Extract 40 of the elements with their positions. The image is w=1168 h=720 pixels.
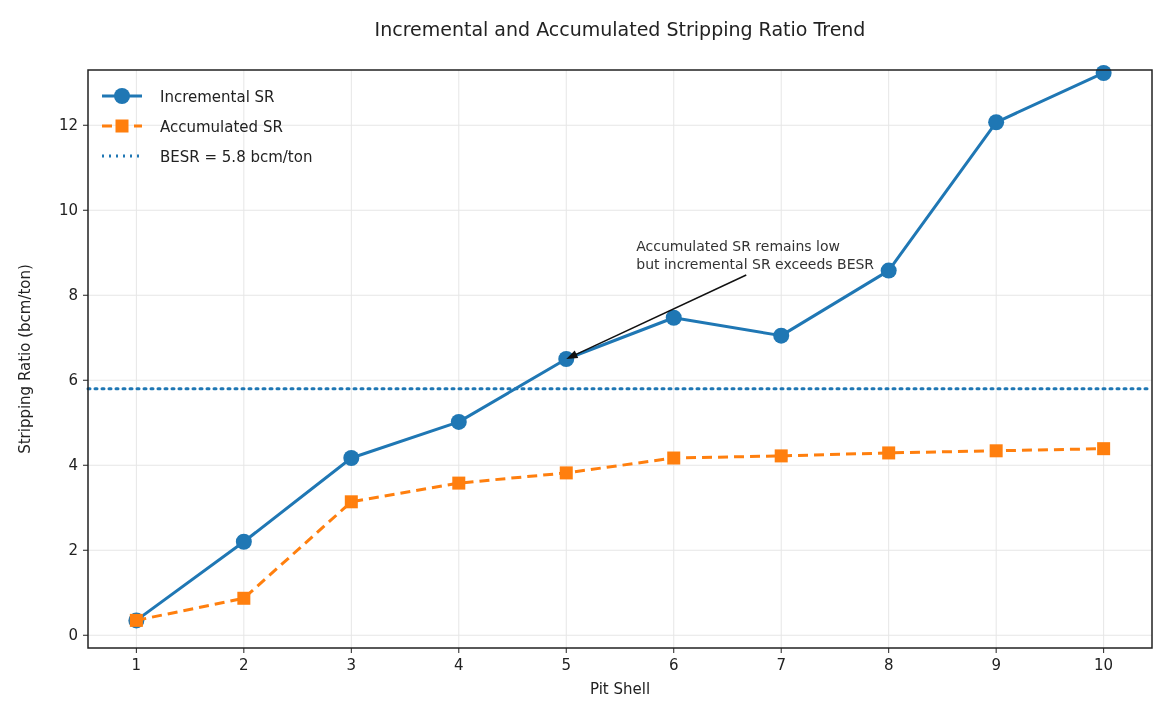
point [344,495,358,509]
x-tick-label: 2 [239,656,249,674]
y-axis-title: Stripping Ratio (bcm/ton) [16,264,34,454]
point [774,449,788,463]
y-tick-label: 4 [68,456,78,475]
x-axis-title: Pit Shell [589,680,651,698]
y-tick-label: 10 [58,201,78,220]
y-tick-label: 2 [68,541,78,560]
x-tick-label: 1 [131,656,142,674]
annotation: Accumulated SR remains low but incremental SR exceeds BESR [636,238,875,272]
point [882,446,896,460]
x-tick-label: 4 [454,656,464,674]
point [880,262,897,279]
point [773,327,790,344]
y-tick-label: 12 [58,116,78,135]
x-tick-label: 8 [883,656,894,674]
point [235,533,252,550]
x-tick-label: 9 [991,656,1001,674]
legend-label: Incremental SR [160,88,275,106]
x-tick-label: 10 [1094,656,1114,674]
point [559,466,573,480]
point [237,591,251,605]
x-tick-label: 3 [346,656,357,674]
y-tick-label: 6 [68,371,78,390]
point [452,476,466,490]
point [989,444,1003,458]
legend-label: Accumulated SR [160,118,283,136]
legend-label: BESR = 5.8 bcm/ton [160,148,313,166]
point [343,450,360,467]
point [667,451,681,465]
point [665,309,682,326]
y-tick-label: 0 [68,626,78,645]
y-tick-label: 8 [68,286,78,305]
x-tick-label: 6 [668,656,679,674]
x-tick-label: 7 [776,656,786,674]
point [1097,442,1111,456]
point [988,114,1005,131]
chart-title: Incremental and Accumulated Stripping Ratio Trend [374,18,866,40]
point [450,413,467,430]
x-tick-label: 5 [561,656,572,674]
